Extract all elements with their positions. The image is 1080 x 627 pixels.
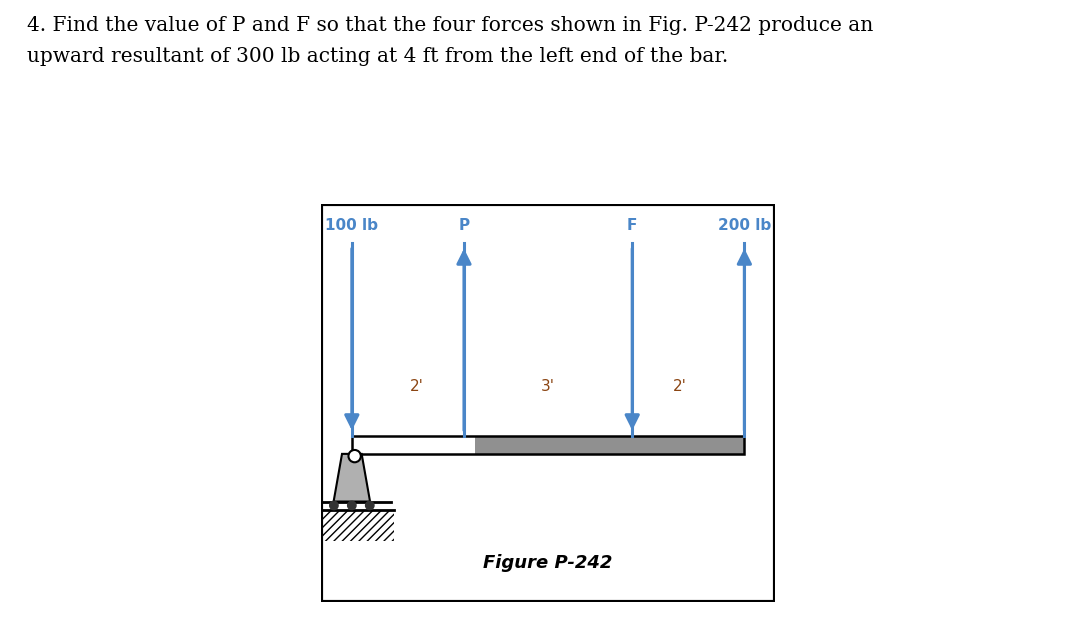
Text: 2': 2': [409, 379, 423, 394]
Circle shape: [365, 501, 374, 510]
Text: F: F: [627, 218, 637, 233]
Text: 2': 2': [673, 379, 687, 394]
Text: 3': 3': [541, 379, 555, 394]
Polygon shape: [334, 454, 370, 502]
Circle shape: [348, 501, 356, 510]
Text: Figure P-242: Figure P-242: [484, 554, 612, 572]
Text: 4. Find the value of P and F so that the four forces shown in Fig. P-242 produce: 4. Find the value of P and F so that the…: [27, 16, 874, 34]
Text: 200 lb: 200 lb: [718, 218, 771, 233]
Text: P: P: [458, 218, 470, 233]
Circle shape: [349, 450, 361, 462]
Bar: [475, 436, 744, 454]
Text: upward resultant of 300 lb acting at 4 ft from the left end of the bar.: upward resultant of 300 lb acting at 4 f…: [27, 47, 728, 66]
Bar: [310, 510, 394, 540]
Text: 100 lb: 100 lb: [325, 218, 378, 233]
Polygon shape: [321, 204, 775, 602]
Bar: [352, 436, 744, 454]
Circle shape: [329, 501, 338, 510]
Bar: [352, 436, 475, 454]
